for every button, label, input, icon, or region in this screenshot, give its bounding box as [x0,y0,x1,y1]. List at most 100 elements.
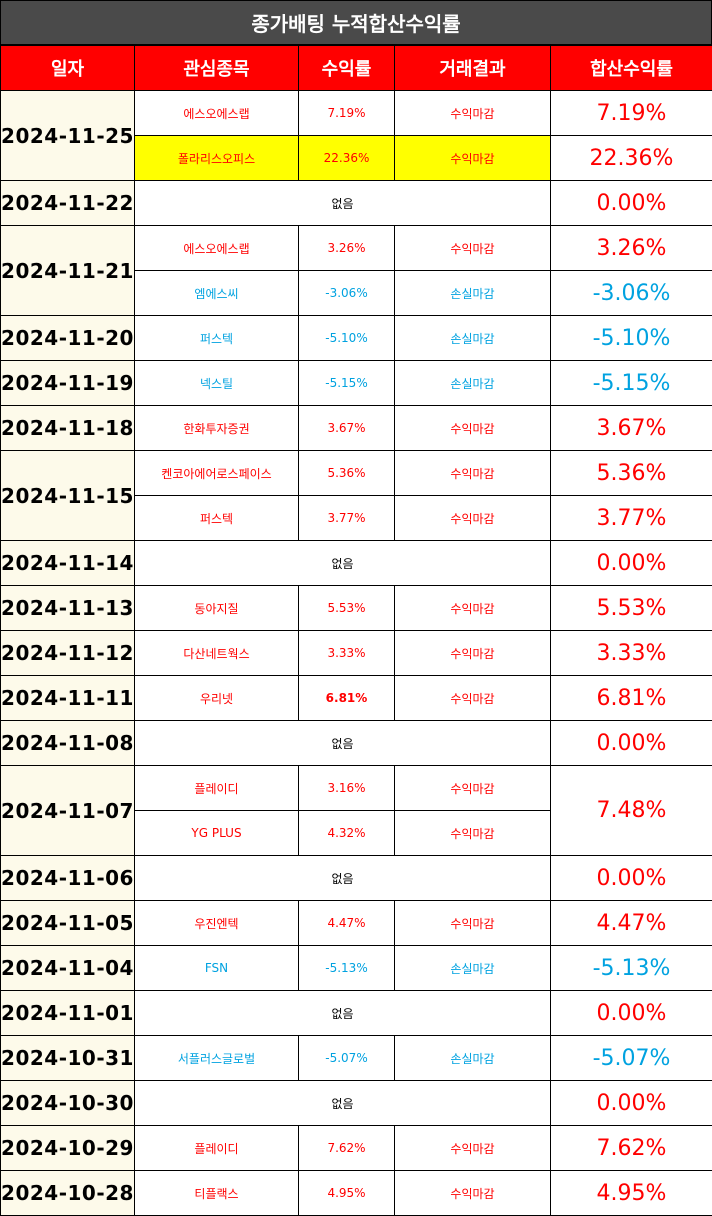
stock-cell: 넥스틸 [134,360,299,406]
return-cell: -5.15% [298,360,395,406]
header-total-return: 합산수익률 [550,45,712,91]
date-cell: 2024-11-25 [0,90,135,181]
result-cell: 손실마감 [394,1035,551,1081]
total-return-cell: 6.81% [550,675,712,721]
date-cell: 2024-10-28 [0,1170,135,1216]
stock-cell: FSN [134,945,299,991]
total-return-cell: 4.95% [550,1170,712,1216]
result-cell: 수익마감 [394,1125,551,1171]
no-trade-cell: 없음 [134,180,551,226]
result-cell: 수익마감 [394,495,551,541]
total-return-cell: 0.00% [550,720,712,766]
date-cell: 2024-11-01 [0,990,135,1036]
table-row: 2024-11-19 넥스틸 -5.15% 손실마감 -5.15% [0,360,712,406]
return-cell: -5.07% [298,1035,395,1081]
table-row: 퍼스텍 3.77% 수익마감 3.77% [1,495,712,541]
total-return-cell: 7.19% [550,90,712,136]
table-row: 2024-11-15 켄코아에어로스페이스 5.36% 수익마감 5.36% [0,450,712,541]
date-cell: 2024-11-06 [0,855,135,901]
return-cell: 22.36% [298,135,395,181]
result-cell: 수익마감 [394,1170,551,1216]
return-cell: 4.95% [298,1170,395,1216]
header-return: 수익률 [298,45,395,91]
total-return-cell: 0.00% [550,540,712,586]
total-return-cell: 0.00% [550,1080,712,1126]
table-row: 2024-11-05 우진엔텍 4.47% 수익마감 4.47% [0,900,712,946]
table-row: 2024-11-21 에스오에스랩 3.26% 수익마감 3.26% [0,225,712,316]
return-cell: -5.10% [298,315,395,361]
table-row: 폴라리스오피스 22.36% 수익마감 22.36% [1,135,712,181]
header-date: 일자 [0,45,135,91]
result-cell: 수익마감 [394,675,551,721]
result-cell: 수익마감 [394,90,551,136]
date-cell: 2024-11-20 [0,315,135,361]
stock-cell: 다산네트웍스 [134,630,299,676]
result-cell: 손실마감 [394,315,551,361]
stock-cell: 우리넷 [134,675,299,721]
table-row: 2024-11-22 없음 0.00% [0,180,712,226]
header-row: 일자 관심종목 수익률 거래결과 합산수익률 [0,45,712,91]
return-cell: 4.47% [298,900,395,946]
return-cell: 3.77% [298,495,395,541]
result-cell: 손실마감 [394,945,551,991]
returns-table: 일자 관심종목 수익률 거래결과 합산수익률 2024-11-25 에스오에스랩 7… [0,45,712,1216]
result-cell: 수익마감 [394,135,551,181]
result-cell: 수익마감 [394,225,551,271]
header-stock: 관심종목 [134,45,299,91]
result-cell: 수익마감 [394,450,551,496]
return-cell: 5.36% [298,450,395,496]
stock-cell: 엠에스씨 [134,270,299,316]
date-cell: 2024-11-14 [0,540,135,586]
no-trade-cell: 없음 [134,855,551,901]
return-cell: 6.81% [298,675,395,721]
return-cell: 7.19% [298,90,395,136]
table-body: 2024-11-25 에스오에스랩 7.19% 수익마감 7.19% 폴라리스오피스 22.… [0,90,712,1216]
header-result: 거래결과 [394,45,551,91]
total-return-cell: 22.36% [550,135,712,181]
stock-cell: 플레이디 [134,1125,299,1171]
result-cell: 수익마감 [394,810,551,856]
no-trade-cell: 없음 [134,540,551,586]
return-cell: 3.16% [298,765,395,811]
date-cell: 2024-11-12 [0,630,135,676]
return-cell: 4.32% [298,810,395,856]
table-row: 2024-11-18 한화투자증권 3.67% 수익마감 3.67% [0,405,712,451]
table-row: 2024-11-01 없음 0.00% [0,990,712,1036]
stock-cell: 퍼스텍 [134,315,299,361]
return-cell: 3.33% [298,630,395,676]
no-trade-cell: 없음 [134,720,551,766]
table-row: 2024-10-29 플레이디 7.62% 수익마감 7.62% [0,1125,712,1171]
total-return-cell: -5.15% [550,360,712,406]
table-row: 2024-10-28 티플랙스 4.95% 수익마감 4.95% [0,1170,712,1216]
date-cell: 2024-11-05 [0,900,135,946]
stock-cell: YG PLUS [134,810,299,856]
table-row: 2024-10-30 없음 0.00% [0,1080,712,1126]
date-cell: 2024-11-21 [0,225,135,316]
result-cell: 수익마감 [394,585,551,631]
total-return-cell: -3.06% [550,270,712,316]
total-return-cell: 0.00% [550,180,712,226]
table-row: 2024-11-14 없음 0.00% [0,540,712,586]
date-cell: 2024-11-07 [0,765,135,856]
return-cell: -3.06% [298,270,395,316]
table-row: 2024-11-07 플레이디 3.16% 수익마감 7.48% [0,765,712,856]
date-cell: 2024-10-31 [0,1035,135,1081]
date-cell: 2024-11-11 [0,675,135,721]
return-cell: -5.13% [298,945,395,991]
date-cell: 2024-11-18 [0,405,135,451]
date-cell: 2024-11-19 [0,360,135,406]
date-cell: 2024-11-15 [0,450,135,541]
date-cell: 2024-11-04 [0,945,135,991]
return-cell: 5.53% [298,585,395,631]
total-return-cell: 4.47% [550,900,712,946]
table-row: YG PLUS 4.32% 수익마감 [1,810,712,856]
return-cell: 3.67% [298,405,395,451]
result-cell: 수익마감 [394,900,551,946]
total-return-cell: 3.77% [550,495,712,541]
table-row: 엠에스씨 -3.06% 손실마감 -3.06% [1,270,712,316]
date-cell: 2024-10-29 [0,1125,135,1171]
stock-cell: 폴라리스오피스 [134,135,299,181]
result-cell: 손실마감 [394,360,551,406]
no-trade-cell: 없음 [134,990,551,1036]
